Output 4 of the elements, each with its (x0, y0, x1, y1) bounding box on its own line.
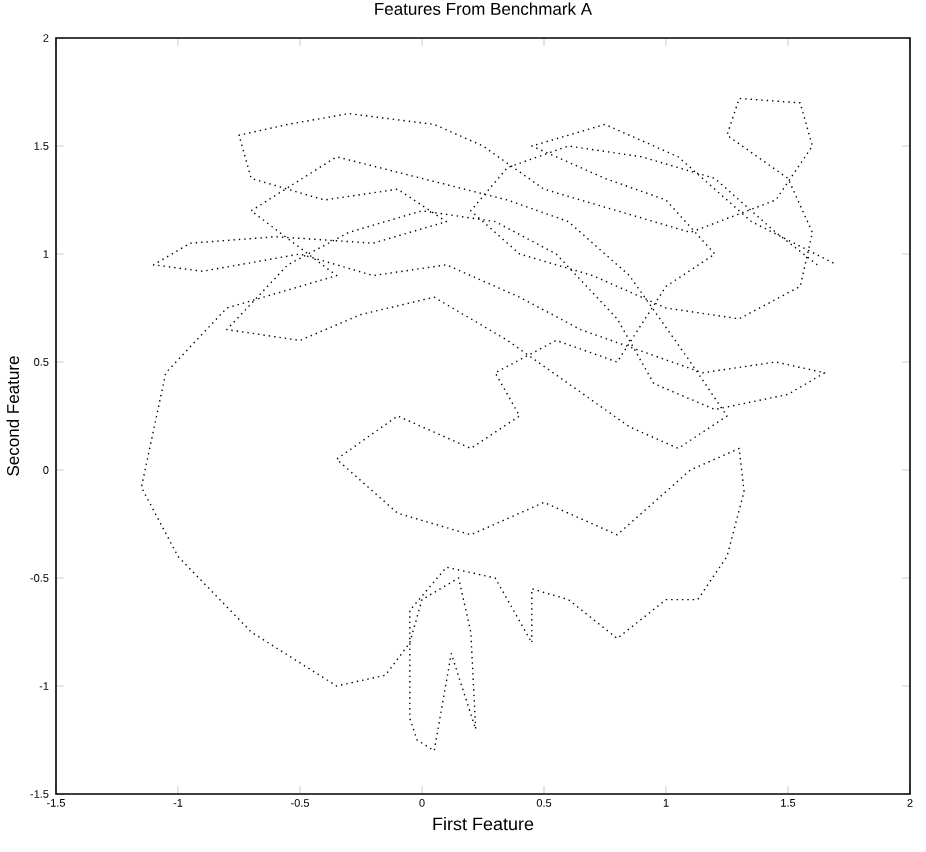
chart-title: Features From Benchmark A (375, 2, 593, 15)
y-axis-title: Second Feature (6, 356, 20, 476)
x-axis-title: First Feature (433, 817, 534, 831)
line-series (140, 97, 838, 752)
